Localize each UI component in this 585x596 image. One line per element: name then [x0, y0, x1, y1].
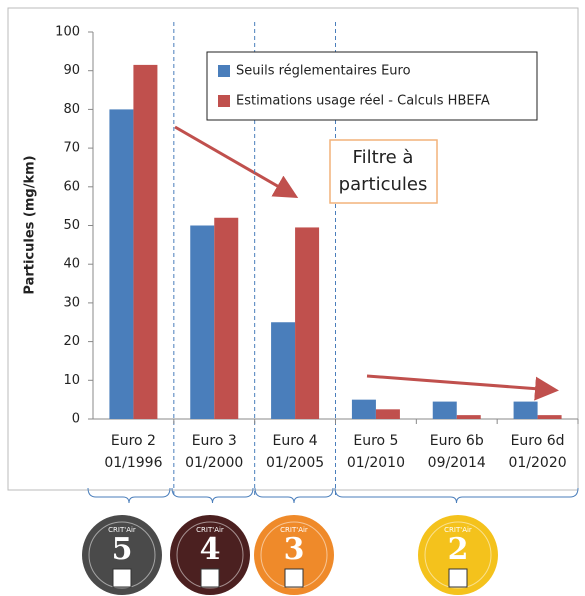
bar [456, 415, 481, 419]
bar [295, 227, 320, 419]
bar [537, 415, 562, 419]
badge-title: CRIT'Air [108, 526, 136, 534]
y-tick-label: 80 [63, 102, 80, 117]
badge-number: 3 [284, 532, 305, 567]
badge [254, 515, 334, 595]
bracket [254, 487, 334, 504]
legend-swatch [218, 95, 230, 107]
trend-arrow [366, 374, 559, 401]
y-tick-label: 10 [63, 373, 80, 388]
x-tick-label: Euro 2 [111, 433, 156, 449]
badge-ring [260, 521, 328, 589]
y-tick-label: 70 [63, 141, 80, 156]
trend-arrow [174, 125, 299, 198]
badge-ring [424, 521, 492, 589]
bracket [87, 487, 171, 504]
badge [170, 515, 250, 595]
badge-number: 5 [112, 532, 133, 567]
bar [513, 401, 538, 419]
bar [190, 225, 215, 419]
badge [418, 515, 498, 595]
x-tick-label: 09/2014 [428, 455, 486, 471]
badge-number: 4 [200, 532, 221, 567]
x-tick-label: 01/2000 [185, 455, 243, 471]
badge [82, 515, 162, 595]
bar [432, 401, 457, 419]
bar [375, 409, 400, 419]
y-tick-label: 30 [63, 295, 80, 310]
bar [214, 217, 239, 419]
x-tick-label: Euro 6b [430, 433, 484, 449]
badge-title: CRIT'Air [444, 526, 472, 534]
y-tick-label: 0 [72, 412, 80, 427]
bar [133, 64, 158, 420]
badge-number: 2 [448, 532, 469, 567]
bracket [171, 487, 254, 504]
badge-qr [112, 568, 132, 588]
bar [109, 109, 134, 420]
x-tick-label: Euro 5 [353, 433, 398, 449]
y-tick-label: 60 [63, 179, 80, 194]
y-tick-label: 90 [63, 63, 80, 78]
badge-ring [88, 521, 156, 589]
y-tick-label: 40 [63, 257, 80, 272]
y-tick-label: 50 [63, 218, 80, 233]
y-tick-label: 20 [63, 334, 80, 349]
legend-label: Estimations usage réel - Calculs HBEFA [236, 94, 490, 109]
y-tick-label: 100 [55, 25, 80, 40]
badge-qr [448, 568, 468, 588]
annotation-text: Filtre à [353, 147, 414, 168]
x-tick-label: 01/2020 [508, 455, 566, 471]
x-tick-label: 01/2010 [347, 455, 405, 471]
badge-qr [200, 568, 220, 588]
badge-ring [176, 521, 244, 589]
legend-box [206, 51, 538, 121]
x-tick-label: 01/2005 [266, 455, 324, 471]
bar [271, 322, 296, 419]
annotation-box [329, 139, 438, 204]
legend-label: Seuils réglementaires Euro [236, 64, 411, 79]
badge-title: CRIT'Air [280, 526, 308, 534]
badge-qr [284, 568, 304, 588]
badge-title: CRIT'Air [196, 526, 224, 534]
x-tick-label: Euro 6d [511, 433, 565, 449]
legend-swatch [218, 65, 230, 77]
bracket [334, 487, 579, 504]
y-axis-label: Particules (mg/km) [23, 155, 38, 294]
x-tick-label: 01/1996 [104, 455, 162, 471]
annotation-text: particules [339, 174, 428, 195]
bar [351, 399, 376, 419]
x-tick-label: Euro 3 [192, 433, 237, 449]
x-tick-label: Euro 4 [273, 433, 318, 449]
